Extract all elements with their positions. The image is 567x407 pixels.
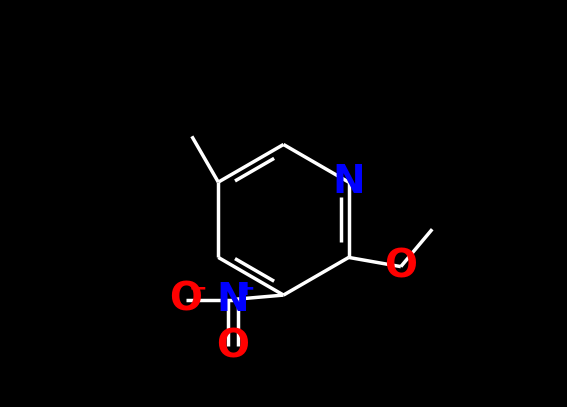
Text: N: N bbox=[332, 163, 365, 201]
Text: O: O bbox=[170, 280, 202, 319]
Text: N: N bbox=[217, 280, 249, 319]
Text: +: + bbox=[237, 279, 256, 299]
Text: −: − bbox=[189, 279, 208, 299]
Text: O: O bbox=[217, 327, 249, 365]
Text: O: O bbox=[384, 247, 417, 286]
